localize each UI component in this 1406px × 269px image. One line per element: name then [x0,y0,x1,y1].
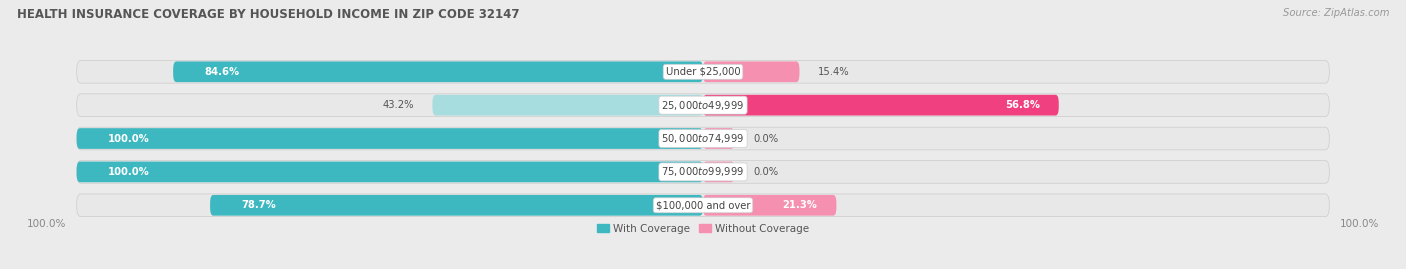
FancyBboxPatch shape [77,162,703,182]
FancyBboxPatch shape [77,128,703,149]
FancyBboxPatch shape [77,94,1329,116]
FancyBboxPatch shape [209,195,703,216]
Text: 0.0%: 0.0% [754,133,779,144]
FancyBboxPatch shape [173,61,703,82]
FancyBboxPatch shape [77,194,1329,217]
FancyBboxPatch shape [703,195,837,216]
Text: 100.0%: 100.0% [108,133,150,144]
Text: 43.2%: 43.2% [382,100,413,110]
FancyBboxPatch shape [703,95,1059,115]
FancyBboxPatch shape [77,61,1329,83]
FancyBboxPatch shape [77,127,1329,150]
Text: 100.0%: 100.0% [1340,219,1379,229]
Text: 78.7%: 78.7% [242,200,276,210]
FancyBboxPatch shape [703,61,800,82]
Text: HEALTH INSURANCE COVERAGE BY HOUSEHOLD INCOME IN ZIP CODE 32147: HEALTH INSURANCE COVERAGE BY HOUSEHOLD I… [17,8,519,21]
FancyBboxPatch shape [703,162,734,182]
Legend: With Coverage, Without Coverage: With Coverage, Without Coverage [592,220,814,238]
FancyBboxPatch shape [703,128,734,149]
Text: 100.0%: 100.0% [108,167,150,177]
Text: $75,000 to $99,999: $75,000 to $99,999 [661,165,745,178]
FancyBboxPatch shape [433,95,703,115]
Text: $50,000 to $74,999: $50,000 to $74,999 [661,132,745,145]
FancyBboxPatch shape [77,161,1329,183]
Text: 0.0%: 0.0% [754,167,779,177]
Text: 15.4%: 15.4% [818,67,849,77]
Text: Source: ZipAtlas.com: Source: ZipAtlas.com [1282,8,1389,18]
Text: 84.6%: 84.6% [204,67,239,77]
Text: 56.8%: 56.8% [1005,100,1040,110]
Text: Under $25,000: Under $25,000 [665,67,741,77]
Text: $25,000 to $49,999: $25,000 to $49,999 [661,99,745,112]
Text: 100.0%: 100.0% [27,219,66,229]
Text: 21.3%: 21.3% [783,200,818,210]
Text: $100,000 and over: $100,000 and over [655,200,751,210]
